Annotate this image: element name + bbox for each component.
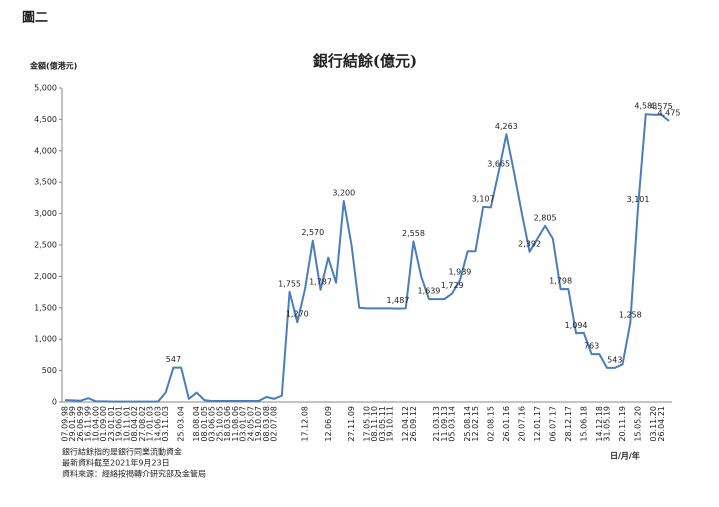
x-tick-label: 10.04.00	[91, 406, 100, 442]
y-tick-label: 2,500	[34, 241, 57, 250]
x-tick-label: 03.11.03	[161, 406, 170, 442]
x-tick-label: 25.03.04	[177, 406, 186, 442]
x-tick-label: 08.01.05	[200, 406, 209, 442]
data-label: 1,639	[417, 287, 440, 296]
x-tick-label: 12.04.12	[401, 406, 410, 442]
data-label: 2,392	[518, 239, 541, 248]
x-tick-label: 08.04.02	[130, 406, 139, 442]
data-label: 4,475	[658, 108, 681, 117]
data-label: 1,094	[565, 321, 588, 330]
line	[64, 113, 670, 403]
x-axis-label: 日/月/年	[610, 451, 640, 461]
x-tick-label: 29.01.99	[68, 406, 77, 442]
x-tick-label: 15.05.20	[634, 406, 643, 442]
data-label: 3,200	[332, 189, 355, 198]
data-label: 3,101	[627, 195, 650, 204]
data-label: 1,270	[286, 310, 309, 319]
data-label: 4,583	[634, 102, 657, 111]
data-label: 1,755	[278, 279, 301, 288]
data-label: 1,798	[549, 277, 572, 286]
x-tick-label: 18.08.04	[192, 406, 201, 442]
x-tick-label: 19.10.07	[254, 406, 263, 442]
x-tick-label: 28.12.17	[564, 406, 573, 442]
x-tick-label: 19.06.01	[115, 406, 124, 442]
x-tick-label: 26.04.21	[657, 406, 666, 442]
x-tick-label: 03.11.20	[649, 406, 658, 442]
x-tick-label: 25.10.05	[215, 406, 224, 442]
data-label: 3,107	[472, 194, 495, 203]
data-label: 2,558	[402, 229, 425, 238]
x-tick-label: 26.06.99	[76, 406, 85, 442]
x-tick-label: 01.09.00	[99, 406, 108, 442]
data-label: 547	[166, 355, 181, 364]
x-tick-label: 14.12.18	[595, 406, 604, 442]
data-label: 1,939	[448, 268, 471, 277]
data-label: 1,487	[387, 296, 410, 305]
x-tick-label: 02.08.15	[486, 406, 495, 442]
x-tick-label: 19.10.11	[386, 406, 395, 442]
data-label: 1,787	[309, 277, 332, 286]
chart-title: 銀行結餘(億元)	[313, 52, 417, 70]
x-tick-label: 31.05.19	[603, 406, 612, 442]
data-label: 763	[584, 342, 599, 351]
x-tick-label: 17.05.10	[363, 406, 372, 442]
x-tick-label: 17.12.08	[301, 406, 310, 442]
y-tick-label: 0	[52, 398, 57, 407]
data-label: 1,258	[619, 310, 642, 319]
y-tick-label: 5,000	[34, 84, 57, 93]
data-label: 2,805	[534, 213, 557, 222]
x-tick-label: 03.01.07	[239, 406, 248, 442]
x-tick-label: 26.09.12	[409, 406, 418, 442]
x-tick-label: 16.11.99	[84, 406, 93, 442]
x-tick-label: 20.11.19	[618, 406, 627, 442]
data-label: 4,263	[495, 122, 518, 131]
y-tick-label: 1,000	[34, 335, 57, 344]
x-tick-label: 02.07.08	[270, 406, 279, 442]
y-tick-label: 1,500	[34, 303, 57, 312]
y-axis-label: 金額(億港元)	[29, 61, 77, 71]
x-tick-label: 20.07.16	[517, 406, 526, 442]
x-tick-label: 12.01.17	[533, 406, 542, 442]
x-tick-label: 06.07.17	[548, 406, 557, 442]
x-tick-label: 26.01.16	[502, 406, 511, 442]
x-tick-label: 21.03.13	[432, 406, 441, 442]
x-tick-label: 03.05.11	[378, 406, 387, 442]
x-tick-label: 08.03.08	[262, 406, 271, 442]
x-tick-label: 27.11.09	[347, 406, 356, 442]
data-label: 3,665	[487, 159, 510, 168]
note: 最新資料截至2021年9月23日	[62, 458, 170, 468]
x-tick-label: 27.08.02	[138, 406, 147, 442]
data-label: 2,570	[301, 228, 324, 237]
x-tick-label: 14.06.03	[153, 406, 162, 442]
data-label: 543	[607, 355, 622, 364]
data-label: 1,729	[441, 281, 464, 290]
x-tick-label: 24.05.07	[246, 406, 255, 442]
data-label: 4,575	[650, 102, 673, 111]
y-tick-label: 500	[42, 366, 57, 375]
y-tick-label: 2,000	[34, 272, 57, 281]
x-tick-label: 12.02.15	[471, 406, 480, 442]
x-tick-label: 11.09.13	[440, 406, 449, 442]
x-tick-label: 11.08.06	[231, 406, 240, 442]
x-tick-label: 10.11.01	[122, 406, 131, 442]
note: 資料來源：經絡按揭轉介研究部及金管局	[62, 469, 206, 479]
y-tick-label: 3,500	[34, 178, 57, 187]
x-tick-label: 03.06.05	[208, 406, 217, 442]
x-tick-label: 25.08.14	[463, 406, 472, 442]
x-tick-label: 15.06.18	[579, 406, 588, 442]
y-tick-label: 4,000	[34, 146, 57, 155]
x-tick-label: 05.03.14	[448, 406, 457, 442]
figure-label: 圖二	[22, 10, 48, 26]
x-tick-label: 18.03.06	[223, 406, 232, 442]
y-tick-label: 3,000	[34, 209, 57, 218]
note: 銀行結餘指的是銀行同業流動資金	[62, 447, 182, 457]
x-tick-label: 23.01.01	[107, 406, 116, 442]
x-tick-label: 07.09.98	[61, 406, 70, 442]
x-tick-label: 08.11.10	[370, 406, 379, 442]
x-tick-label: 17.01.03	[146, 406, 155, 442]
y-tick-label: 4,500	[34, 115, 57, 124]
x-tick-label: 12.06.09	[324, 406, 333, 442]
